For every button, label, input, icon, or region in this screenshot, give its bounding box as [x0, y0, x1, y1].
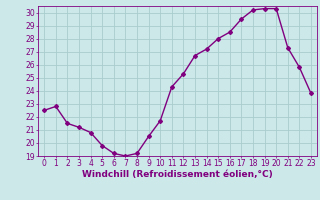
X-axis label: Windchill (Refroidissement éolien,°C): Windchill (Refroidissement éolien,°C) [82, 170, 273, 179]
